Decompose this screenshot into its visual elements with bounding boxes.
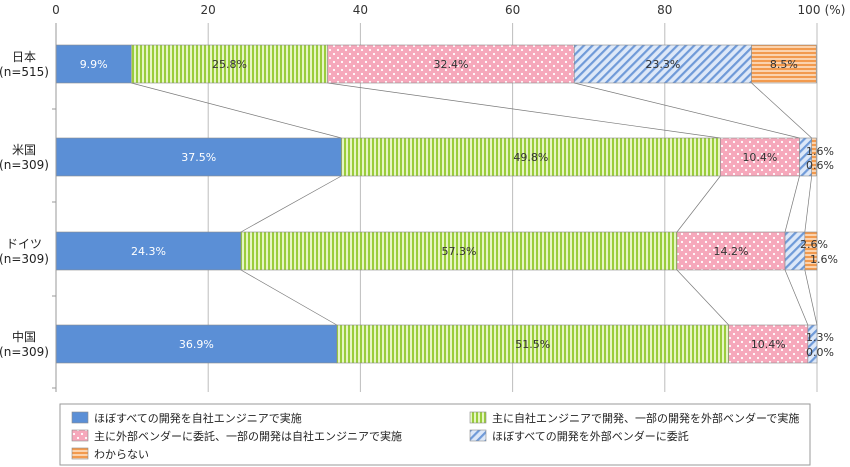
data-label: 2.6% (800, 238, 828, 251)
bar-segment (55, 324, 338, 364)
data-labels: 9.9% 25.8% 32.4% 23.3% 8.5% 37.5% 49.8% 10.4% 1.… (80, 58, 838, 359)
legend-entry-label: ほぼすべての開発を外部ベンダーに委託 (492, 429, 689, 443)
data-label: 36.9% (179, 338, 214, 351)
legend-entry-label: わからない (94, 448, 149, 461)
data-label: 24.3% (131, 245, 166, 258)
x-tick-label: 60 (505, 3, 520, 17)
connector-line (327, 82, 721, 139)
legend-swatch (71, 447, 89, 460)
connector-line (751, 82, 812, 139)
x-tick-label: 0 (52, 3, 60, 17)
data-label: 25.8% (212, 58, 247, 71)
x-axis-ticks: 0 20 40 60 80 100 (52, 3, 820, 17)
connector-line (676, 269, 729, 326)
data-label: 23.3% (645, 58, 680, 71)
data-label: 10.4% (742, 151, 777, 164)
bar-segment (55, 231, 242, 271)
category-name: 日本 (12, 50, 36, 64)
data-label: 8.5% (770, 58, 798, 71)
x-tick-label: 80 (657, 3, 672, 17)
connector-line (804, 175, 813, 233)
data-label: 9.9% (80, 58, 108, 71)
bar-segment (240, 231, 678, 271)
legend-swatch (469, 429, 487, 442)
category-n: (n=309) (0, 345, 49, 359)
legend-swatch (71, 411, 89, 424)
category-name: 米国 (12, 143, 36, 157)
data-label: 32.4% (433, 58, 468, 71)
legend-swatch (71, 429, 89, 442)
x-tick-label: 20 (201, 3, 216, 17)
data-label: 10.4% (751, 338, 786, 351)
axis-unit-label: (%) (825, 3, 846, 17)
bar-segment (811, 137, 817, 177)
connector-line (784, 269, 809, 326)
data-label: 51.5% (515, 338, 550, 351)
data-label: 0.0% (806, 346, 834, 359)
data-label: 57.3% (441, 245, 476, 258)
bar-segment (327, 44, 575, 84)
connector-line (804, 269, 818, 326)
legend-entry-label: ほぼすべての開発を自社エンジニアで実施 (94, 411, 302, 425)
connector-line (676, 175, 721, 233)
connector-line (240, 175, 342, 233)
bars (55, 44, 818, 364)
connector-line (574, 82, 800, 139)
data-label: 37.5% (181, 151, 216, 164)
x-tick-label: 40 (353, 3, 368, 17)
bar-segment (341, 137, 721, 177)
bar-segment (751, 44, 817, 84)
legend: ほぼすべての開発を自社エンジニアで実施 主に自社エンジニアで開発、一部の開発を外部… (59, 403, 811, 466)
x-tick-label: 100 (798, 3, 821, 17)
data-label: 14.2% (714, 245, 749, 258)
category-name: 中国 (12, 329, 36, 344)
bar-segment (728, 324, 809, 364)
category-n: (n=515) (0, 65, 49, 79)
connector-lines (131, 82, 818, 326)
data-label: 49.8% (513, 151, 548, 164)
bar-segment (573, 44, 752, 84)
category-n: (n=309) (0, 158, 49, 172)
data-label: 0.6% (806, 159, 834, 172)
legend-swatch (469, 411, 487, 424)
data-label: 1.6% (810, 253, 838, 266)
bar-segment (676, 231, 786, 271)
bar-segment (131, 44, 328, 84)
category-name: ドイツ (6, 237, 42, 251)
legend-frame (59, 403, 811, 466)
bar-segment (55, 137, 342, 177)
category-n: (n=309) (0, 252, 49, 266)
bar-segment (336, 324, 730, 364)
connector-line (240, 269, 337, 326)
category-labels: 日本(n=515)米国(n=309)ドイツ(n=309)中国(n=309) (0, 50, 49, 359)
connector-line (131, 82, 342, 139)
data-label: 1.3% (806, 331, 834, 344)
connector-line (784, 175, 800, 233)
bar-segment (720, 137, 800, 177)
bar-segment (804, 231, 818, 271)
legend-entry-label: 主に自社エンジニアで開発、一部の開発を外部ベンダーで実施 (492, 411, 799, 425)
legend-entry-label: 主に外部ベンダーに委託、一部の開発は自社エンジニアで実施 (94, 429, 402, 443)
bar-segment (807, 324, 818, 364)
data-label: 1.6% (806, 145, 834, 158)
